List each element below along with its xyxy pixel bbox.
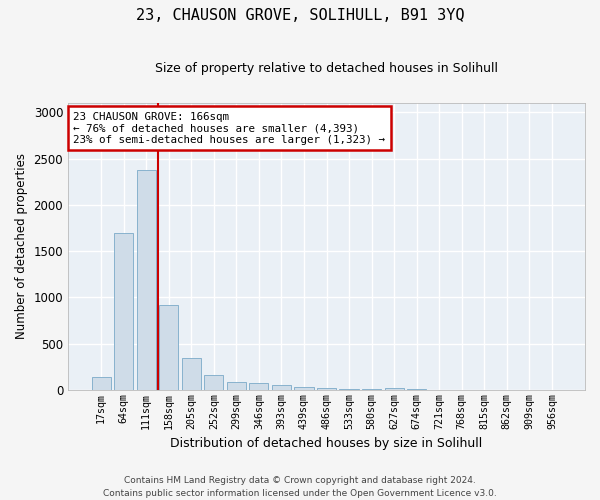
Bar [159, 305, 178, 390]
Bar [92, 377, 110, 390]
Y-axis label: Number of detached properties: Number of detached properties [15, 154, 28, 340]
X-axis label: Distribution of detached houses by size in Solihull: Distribution of detached houses by size … [170, 437, 482, 450]
Text: Contains HM Land Registry data © Crown copyright and database right 2024.
Contai: Contains HM Land Registry data © Crown c… [103, 476, 497, 498]
Bar [272, 386, 291, 390]
Bar [385, 388, 404, 390]
Bar [182, 358, 201, 390]
Bar [227, 382, 246, 390]
Bar [137, 170, 156, 390]
Bar [295, 386, 314, 390]
Bar [204, 374, 223, 390]
Bar [317, 388, 336, 390]
Title: Size of property relative to detached houses in Solihull: Size of property relative to detached ho… [155, 62, 498, 76]
Bar [114, 232, 133, 390]
Text: 23 CHAUSON GROVE: 166sqm
← 76% of detached houses are smaller (4,393)
23% of sem: 23 CHAUSON GROVE: 166sqm ← 76% of detach… [73, 112, 385, 145]
Bar [250, 383, 268, 390]
Text: 23, CHAUSON GROVE, SOLIHULL, B91 3YQ: 23, CHAUSON GROVE, SOLIHULL, B91 3YQ [136, 8, 464, 22]
